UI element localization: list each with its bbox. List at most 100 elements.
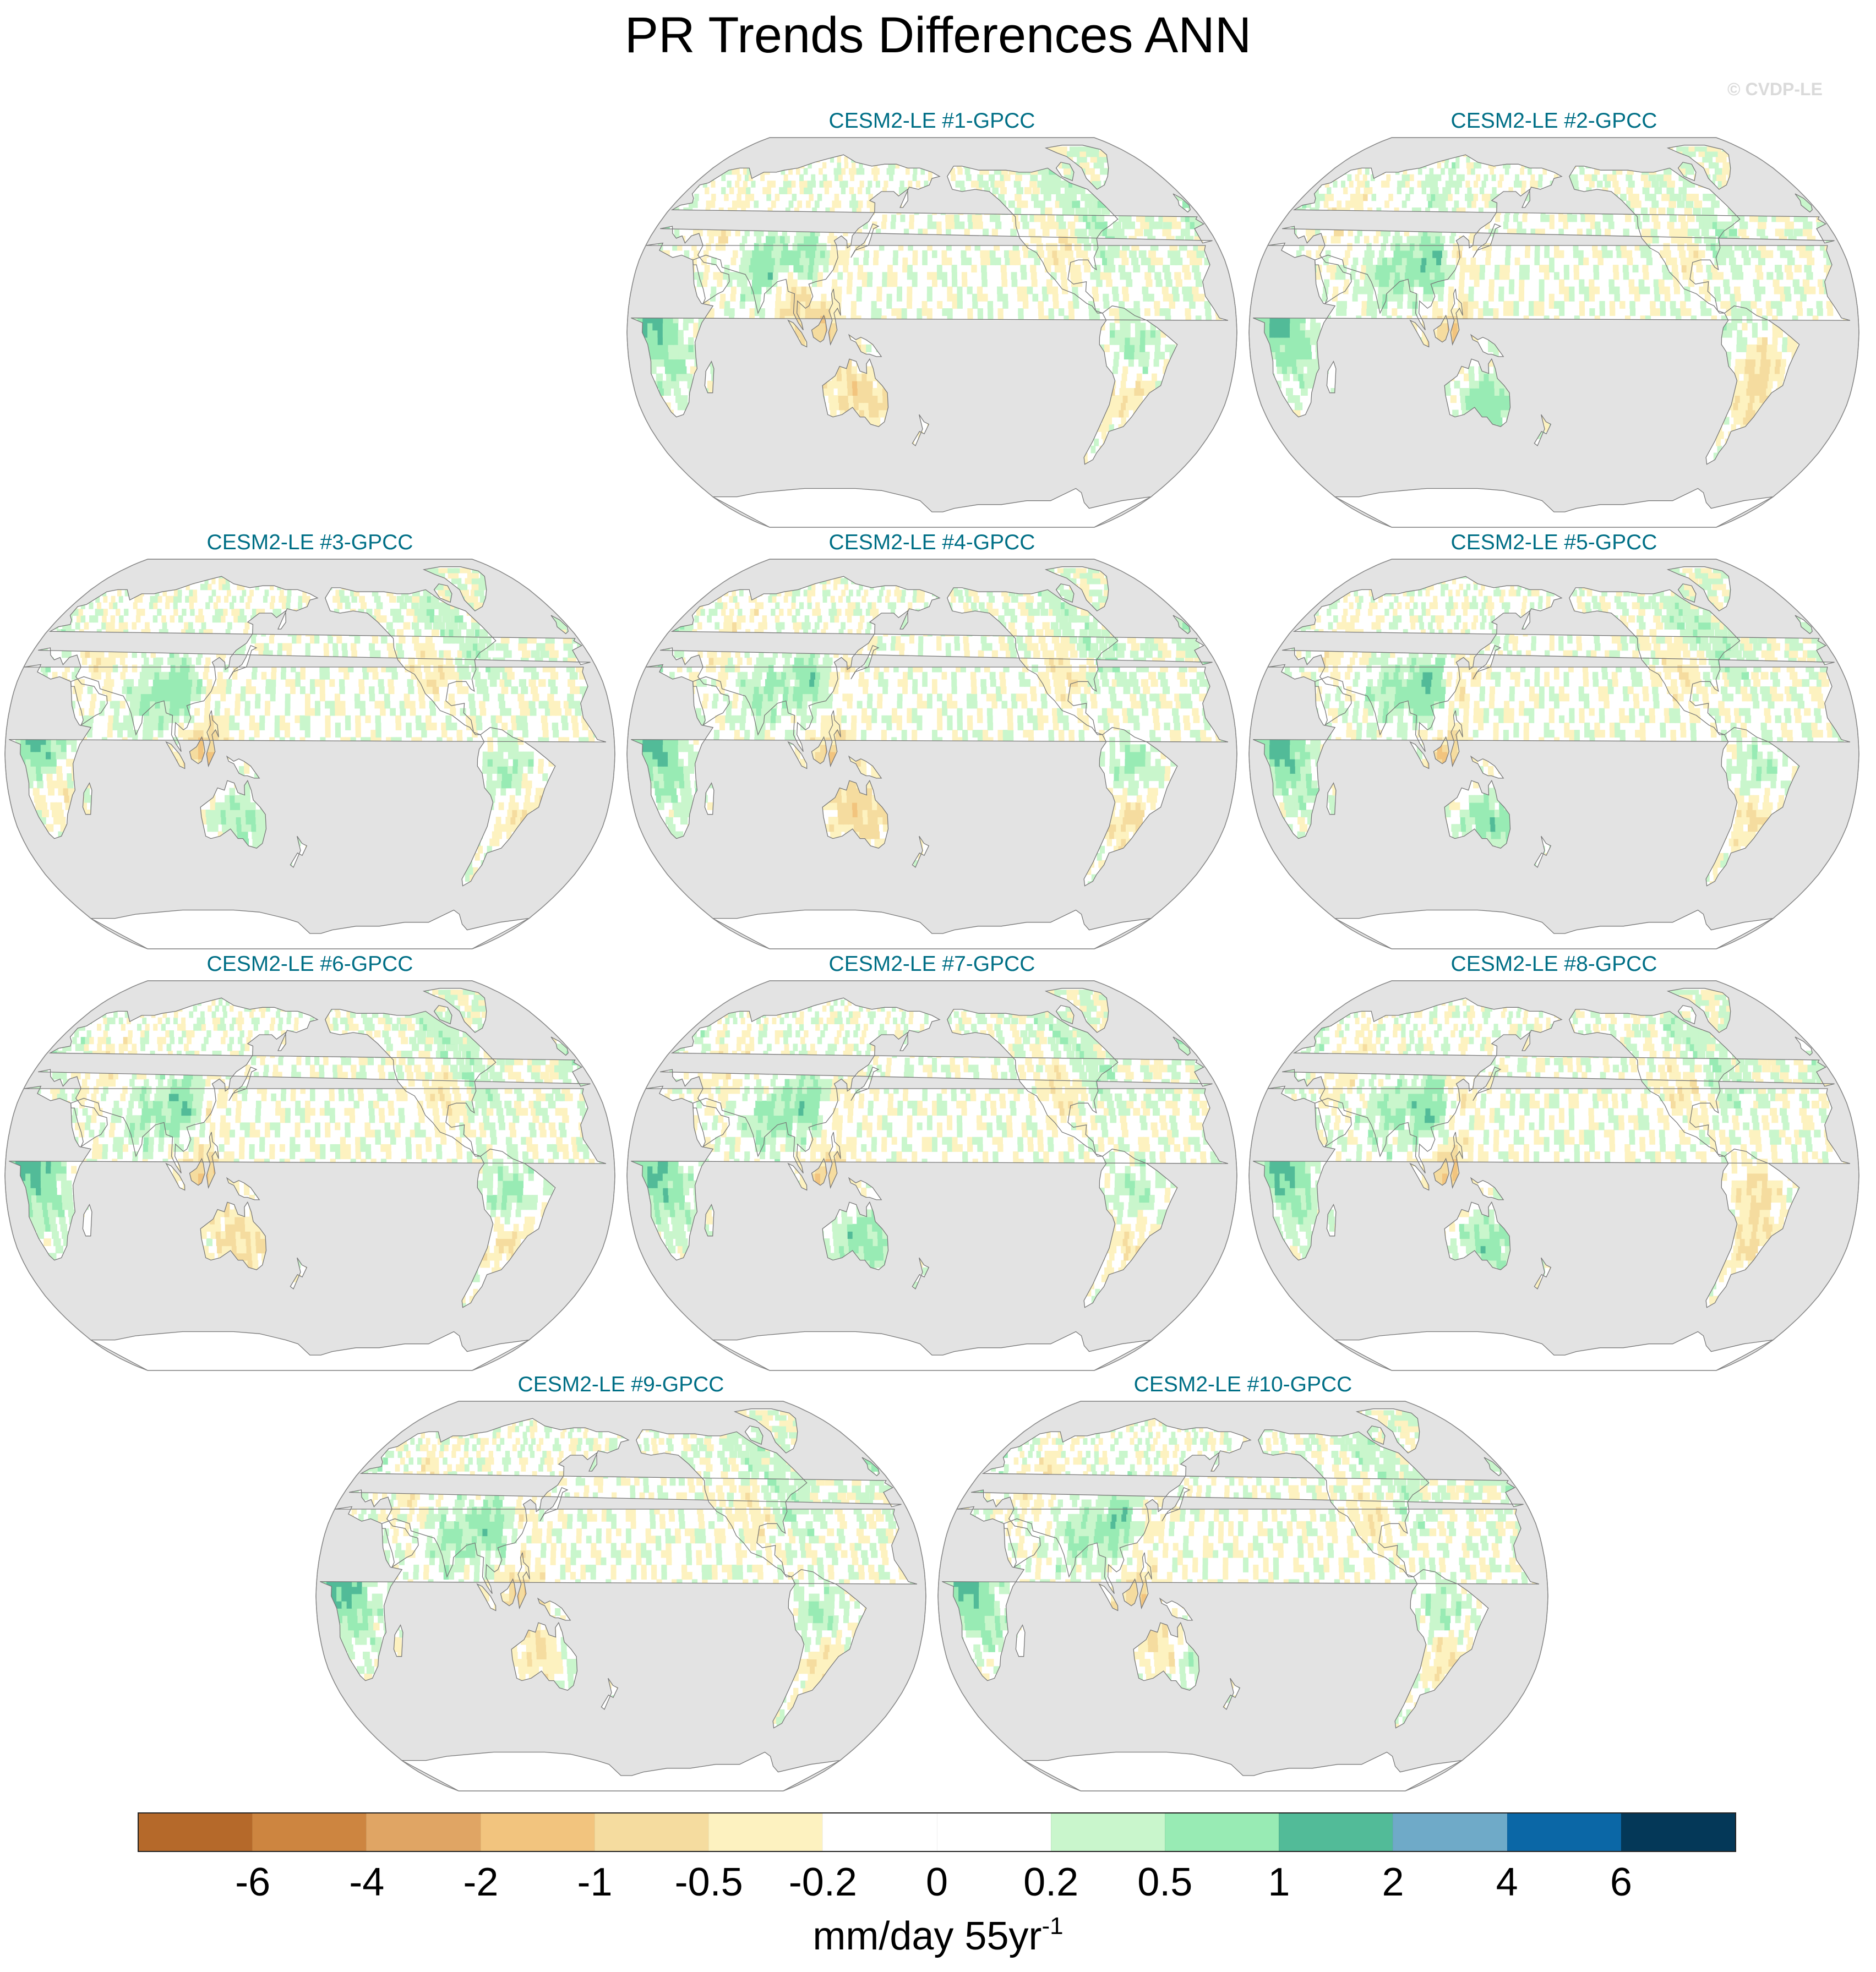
coastline xyxy=(228,644,258,680)
colorbar-tick-label: -6 xyxy=(198,1862,308,1902)
coastline xyxy=(1534,414,1552,446)
coastline xyxy=(704,360,715,394)
coastline xyxy=(1055,162,1075,182)
land-antarctica xyxy=(1334,488,1773,527)
coastline xyxy=(1473,223,1502,258)
colorbar-tick-label: -0.2 xyxy=(768,1862,878,1902)
map-panel: CESM2-LE #2-GPCC xyxy=(1246,110,1862,528)
coastline xyxy=(200,779,267,849)
map-panel: CESM2-LE #5-GPCC xyxy=(1246,532,1862,950)
map-border xyxy=(626,980,1237,1371)
coastline xyxy=(511,1621,578,1691)
coastline xyxy=(1098,1583,1119,1612)
land-antarctica xyxy=(712,1331,1151,1370)
panel-title: CESM2-LE #4-GPCC xyxy=(624,532,1240,553)
coastline xyxy=(165,1162,186,1191)
coastline xyxy=(660,154,1213,330)
colorbar xyxy=(138,1812,1736,1852)
coastline xyxy=(1355,1408,1420,1454)
coastline xyxy=(848,1177,882,1200)
coastline xyxy=(1334,488,1774,527)
coastline xyxy=(1223,1678,1241,1710)
coastline xyxy=(1433,736,1449,764)
coastline xyxy=(1258,1429,1430,1577)
coastline xyxy=(1253,664,1851,839)
panel-title: CESM2-LE #10-GPCC xyxy=(935,1374,1551,1395)
coastline xyxy=(1795,615,1813,635)
colorbar-box xyxy=(252,1813,367,1851)
map-border xyxy=(1248,559,1859,949)
coastline xyxy=(712,909,1152,949)
colorbar-tick-label: -1 xyxy=(540,1862,650,1902)
coastline xyxy=(325,1009,497,1157)
colorbar-box xyxy=(1279,1813,1393,1851)
coastline xyxy=(704,782,715,815)
coastline xyxy=(1055,1005,1075,1025)
coastline xyxy=(787,319,808,348)
panel-title: CESM2-LE #3-GPCC xyxy=(2,532,618,553)
panel-title: CESM2-LE #8-GPCC xyxy=(1246,953,1862,975)
coastline xyxy=(550,615,569,635)
colorbar-box xyxy=(1393,1813,1507,1851)
coastline xyxy=(631,242,1229,418)
land-antarctica xyxy=(1334,1331,1773,1370)
coastline xyxy=(850,644,880,680)
coastline xyxy=(200,1201,267,1270)
units-exponent: -1 xyxy=(1041,1913,1063,1940)
map-panel: CESM2-LE #8-GPCC xyxy=(1246,953,1862,1372)
coastline xyxy=(401,1751,841,1791)
coastline xyxy=(848,755,882,779)
units-text: mm/day 55yr xyxy=(812,1914,1041,1958)
robinson-map xyxy=(1248,980,1859,1371)
cvdp-watermark: © CVDP-LE xyxy=(1727,79,1823,100)
coastline xyxy=(1015,1624,1026,1657)
robinson-map xyxy=(937,1401,1548,1791)
coastline xyxy=(828,710,841,768)
coastline xyxy=(82,1204,92,1237)
map-panel: CESM2-LE #10-GPCC xyxy=(935,1374,1551,1792)
coastline xyxy=(1044,988,1109,1033)
coastline xyxy=(660,997,1213,1173)
land-antarctica xyxy=(712,488,1151,527)
map-panel: CESM2-LE #9-GPCC xyxy=(313,1374,929,1792)
coastline xyxy=(942,1506,1540,1681)
map-border xyxy=(626,137,1237,528)
panel-title: CESM2-LE #5-GPCC xyxy=(1246,532,1862,553)
coastline xyxy=(828,1132,841,1189)
robinson-map xyxy=(626,559,1237,949)
coastline xyxy=(189,1157,205,1186)
coastline xyxy=(1444,358,1511,427)
land-new-guinea xyxy=(1471,756,1504,778)
robinson-map xyxy=(626,137,1237,528)
colorbar-box xyxy=(936,1813,1051,1851)
coastline xyxy=(1133,1621,1200,1691)
land-north-america xyxy=(947,587,1118,735)
coastline xyxy=(393,1624,403,1657)
coastline xyxy=(912,1257,930,1290)
coastline xyxy=(1473,644,1502,680)
coastline xyxy=(811,1157,827,1186)
coastline xyxy=(1433,314,1449,343)
coastline xyxy=(1282,997,1835,1173)
colorbar-tick-label: 4 xyxy=(1452,1862,1562,1902)
map-panel: CESM2-LE #4-GPCC xyxy=(624,532,1240,950)
coastline xyxy=(947,1009,1119,1157)
coastline xyxy=(9,664,607,839)
coastline xyxy=(537,1597,571,1621)
map-border xyxy=(4,559,615,949)
colorbar-box xyxy=(594,1813,709,1851)
colorbar-tick-label: -2 xyxy=(426,1862,536,1902)
land-antarctica xyxy=(712,910,1151,949)
coastline xyxy=(1172,615,1191,635)
coastline xyxy=(1666,145,1731,190)
coastline xyxy=(1161,1487,1191,1522)
coastline xyxy=(772,1569,867,1729)
map-panel: CESM2-LE #3-GPCC xyxy=(2,532,618,950)
coastline xyxy=(206,1132,219,1189)
coastline xyxy=(1705,305,1800,465)
coastline xyxy=(1334,909,1774,949)
coastline xyxy=(1450,710,1463,768)
coastline xyxy=(971,1418,1524,1594)
coastline xyxy=(206,710,219,768)
coastline xyxy=(787,1162,808,1191)
